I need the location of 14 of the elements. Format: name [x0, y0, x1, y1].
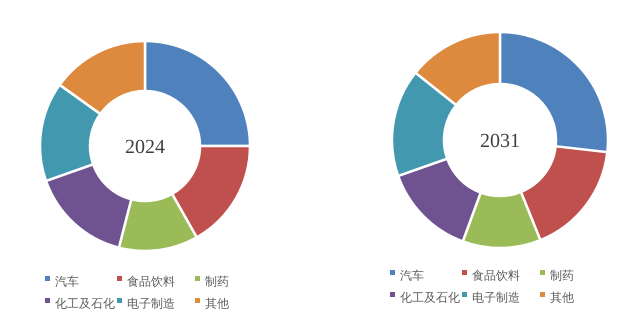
legend-label: 其他	[550, 290, 574, 304]
legend-label: 汽车	[55, 274, 79, 288]
legend-label: 化工及石化	[400, 290, 460, 304]
text: 2024	[125, 136, 165, 158]
legend-label: 制药	[205, 274, 229, 288]
legend-label: 汽车	[400, 268, 424, 282]
legend-label: 电子制造	[127, 296, 175, 310]
legend-label: 食品饮料	[127, 274, 175, 288]
text: 2031	[480, 130, 520, 152]
legend-label: 电子制造	[472, 290, 520, 304]
legend-label: 制药	[550, 268, 574, 282]
legend-label: 化工及石化	[55, 296, 115, 310]
legend-label: 食品饮料	[472, 268, 520, 282]
legend-label: 其他	[205, 296, 229, 310]
